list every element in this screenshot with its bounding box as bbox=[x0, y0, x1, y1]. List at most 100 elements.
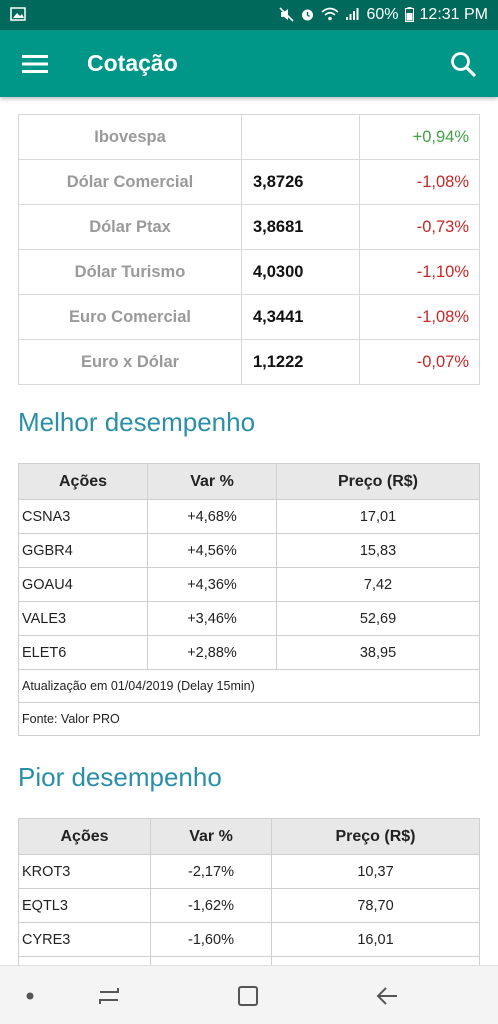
recent-apps-button[interactable] bbox=[84, 966, 134, 1024]
system-nav-bar bbox=[0, 965, 498, 1024]
quote-value: 4,0300 bbox=[241, 249, 360, 295]
quote-value: 4,3441 bbox=[241, 294, 360, 340]
search-button[interactable] bbox=[428, 30, 498, 97]
cell-price: 15,83 bbox=[276, 533, 480, 568]
cell-ticker: VALE3 bbox=[18, 601, 148, 636]
cell-price: 10,37 bbox=[271, 854, 480, 889]
quote-value: 3,8726 bbox=[241, 159, 360, 205]
col-header-var: Var % bbox=[147, 463, 277, 500]
cell-var: +4,56% bbox=[147, 533, 277, 568]
quote-name: Dólar Comercial bbox=[18, 159, 242, 205]
home-button[interactable] bbox=[223, 966, 273, 1024]
table-header-row: Ações Var % Preço (R$) bbox=[18, 463, 480, 500]
table-row: GGBR4 +4,56% 15,83 bbox=[18, 533, 480, 568]
cell-ticker: CSNA3 bbox=[18, 499, 148, 534]
dot-icon bbox=[26, 992, 34, 999]
table-row: EQTL3 -1,62% 78,70 bbox=[18, 888, 480, 923]
table-row: ELET6 +2,88% 38,95 bbox=[18, 635, 480, 670]
quote-row: Euro Comercial 4,3441 -1,08% bbox=[18, 294, 480, 340]
signal-icon bbox=[345, 7, 360, 23]
cell-var: +2,88% bbox=[147, 635, 277, 670]
table-row: CSNA3 +4,68% 17,01 bbox=[18, 499, 480, 534]
table-row: KROT3 -2,17% 10,37 bbox=[18, 854, 480, 889]
quote-row: Ibovespa +0,94% bbox=[18, 114, 480, 160]
quote-change: -0,07% bbox=[359, 339, 480, 385]
cell-var bbox=[150, 956, 272, 965]
cell-ticker: EQTL3 bbox=[18, 888, 151, 923]
battery-percent: 60% bbox=[366, 6, 399, 23]
quote-name: Euro x Dólar bbox=[18, 339, 242, 385]
update-note: Atualização em 01/04/2019 (Delay 15min) bbox=[18, 669, 480, 703]
quote-name: Dólar Turismo bbox=[18, 249, 242, 295]
quote-value bbox=[241, 114, 360, 160]
nav-dot-button[interactable] bbox=[15, 966, 45, 1024]
cell-var: +3,46% bbox=[147, 601, 277, 636]
clock: 12:31 PM bbox=[419, 6, 488, 23]
table-row: CYRE3 -1,60% 16,01 bbox=[18, 922, 480, 957]
cell-ticker: GOAU4 bbox=[18, 567, 148, 602]
cell-var: -1,62% bbox=[150, 888, 272, 923]
quote-change: -1,08% bbox=[359, 294, 480, 340]
status-bar: 60% 12:31 PM bbox=[0, 0, 498, 30]
back-arrow-icon bbox=[376, 986, 397, 1005]
col-header-price: Preço (R$) bbox=[276, 463, 480, 500]
hamburger-menu-icon bbox=[22, 54, 48, 73]
cell-ticker: CYRE3 bbox=[18, 922, 151, 957]
table-note-row: Atualização em 01/04/2019 (Delay 15min) bbox=[18, 669, 480, 703]
cell-price: 38,95 bbox=[276, 635, 480, 670]
cell-var: +4,68% bbox=[147, 499, 277, 534]
col-header-price: Preço (R$) bbox=[271, 818, 480, 855]
cell-ticker: ELET6 bbox=[18, 635, 148, 670]
quote-name: Dólar Ptax bbox=[18, 204, 242, 250]
quote-row: Dólar Ptax 3,8681 -0,73% bbox=[18, 204, 480, 250]
col-header-var: Var % bbox=[150, 818, 272, 855]
recent-apps-icon bbox=[99, 987, 119, 1004]
quotes-table: Ibovespa +0,94% Dólar Comercial 3,8726 -… bbox=[18, 114, 480, 385]
cell-price: 7,42 bbox=[276, 567, 480, 602]
table-header-row: Ações Var % Preço (R$) bbox=[18, 818, 480, 855]
col-header-stocks: Ações bbox=[18, 818, 151, 855]
col-header-stocks: Ações bbox=[18, 463, 148, 500]
app-bar: Cotação bbox=[0, 30, 498, 97]
wifi-icon bbox=[321, 7, 340, 24]
menu-button[interactable] bbox=[0, 30, 70, 97]
best-performance-table: Ações Var % Preço (R$) CSNA3 +4,68% 17,0… bbox=[18, 463, 480, 736]
table-note-row: Fonte: Valor PRO bbox=[18, 702, 480, 736]
cell-price: 17,01 bbox=[276, 499, 480, 534]
worst-performance-table: Ações Var % Preço (R$) KROT3 -2,17% 10,3… bbox=[18, 818, 480, 965]
quote-value: 3,8681 bbox=[241, 204, 360, 250]
best-performance-title: Melhor desempenho bbox=[18, 407, 256, 437]
mute-icon bbox=[279, 6, 295, 24]
cell-price bbox=[271, 956, 480, 965]
content-area[interactable]: Ibovespa +0,94% Dólar Comercial 3,8726 -… bbox=[0, 97, 498, 965]
cell-price: 78,70 bbox=[271, 888, 480, 923]
cell-price: 52,69 bbox=[276, 601, 480, 636]
cell-var: -2,17% bbox=[150, 854, 272, 889]
table-row: VALE3 +3,46% 52,69 bbox=[18, 601, 480, 636]
home-square-icon bbox=[238, 985, 258, 1006]
battery-icon bbox=[404, 6, 414, 24]
quote-row: Dólar Comercial 3,8726 -1,08% bbox=[18, 159, 480, 205]
search-icon bbox=[451, 51, 476, 77]
cell-price: 16,01 bbox=[271, 922, 480, 957]
quote-row: Dólar Turismo 4,0300 -1,10% bbox=[18, 249, 480, 295]
quote-row: Euro x Dólar 1,1222 -0,07% bbox=[18, 339, 480, 385]
quote-name: Ibovespa bbox=[18, 114, 242, 160]
table-row: GOAU4 +4,36% 7,42 bbox=[18, 567, 480, 602]
quote-name: Euro Comercial bbox=[18, 294, 242, 340]
quote-change: +0,94% bbox=[359, 114, 480, 160]
gallery-notification-icon bbox=[10, 7, 26, 23]
quote-change: -0,73% bbox=[359, 204, 480, 250]
back-button[interactable] bbox=[362, 966, 412, 1024]
cell-ticker: GGBR4 bbox=[18, 533, 148, 568]
quote-value: 1,1222 bbox=[241, 339, 360, 385]
quote-change: -1,08% bbox=[359, 159, 480, 205]
cell-var: -1,60% bbox=[150, 922, 272, 957]
cell-ticker: KROT3 bbox=[18, 854, 151, 889]
source-note: Fonte: Valor PRO bbox=[18, 702, 480, 736]
quote-change: -1,10% bbox=[359, 249, 480, 295]
page-title: Cotação bbox=[87, 50, 178, 76]
worst-performance-title: Pior desempenho bbox=[18, 762, 222, 792]
alarm-icon bbox=[300, 7, 315, 24]
cell-ticker bbox=[18, 956, 151, 965]
